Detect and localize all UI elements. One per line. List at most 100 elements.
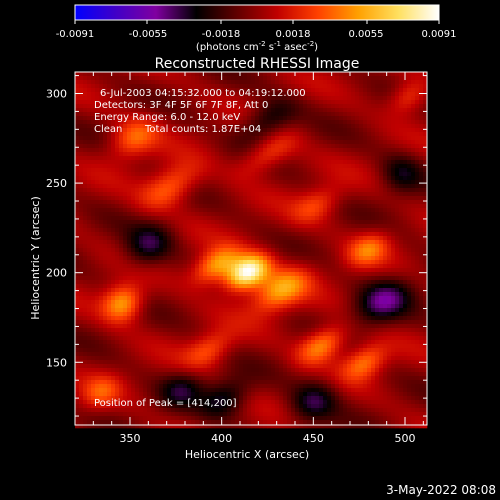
heatmap-cell <box>339 172 344 177</box>
heatmap-cell <box>335 108 340 113</box>
heatmap-cell <box>123 156 128 161</box>
heatmap-cell <box>279 148 284 153</box>
heatmap-cell <box>147 204 152 209</box>
heatmap-cell <box>419 140 424 145</box>
heatmap-cell <box>211 144 216 149</box>
heatmap-cell <box>227 208 232 213</box>
heatmap-cell <box>195 88 200 93</box>
heatmap-cell <box>199 92 204 97</box>
heatmap-cell <box>395 240 400 245</box>
heatmap-cell <box>223 172 228 177</box>
heatmap-cell <box>75 208 80 213</box>
heatmap-cell <box>315 220 320 225</box>
heatmap-cell <box>251 164 256 169</box>
heatmap-cell <box>239 84 244 89</box>
heatmap-cell <box>99 264 104 269</box>
heatmap-cell <box>175 232 180 237</box>
heatmap-cell <box>395 80 400 85</box>
heatmap-cell <box>131 128 136 133</box>
heatmap-cell <box>163 140 168 145</box>
heatmap-cell <box>271 176 276 181</box>
heatmap-cell <box>139 284 144 289</box>
heatmap-cell <box>399 184 404 189</box>
heatmap-cell <box>179 92 184 97</box>
heatmap-cell <box>295 116 300 121</box>
heatmap-cell <box>251 104 256 109</box>
heatmap-cell <box>143 124 148 129</box>
heatmap-cell <box>375 84 380 89</box>
heatmap-cell <box>207 296 212 301</box>
heatmap-cell <box>179 272 184 277</box>
heatmap-cell <box>271 124 276 129</box>
heatmap-cell <box>231 284 236 289</box>
heatmap-cell <box>263 272 268 277</box>
heatmap-cell <box>231 124 236 129</box>
heatmap-cell <box>103 292 108 297</box>
heatmap-cell <box>103 264 108 269</box>
heatmap-cell <box>267 256 272 261</box>
heatmap-cell <box>275 184 280 189</box>
heatmap-cell <box>247 100 252 105</box>
heatmap-cell <box>79 256 84 261</box>
heatmap-cell <box>283 184 288 189</box>
heatmap-cell <box>227 116 232 121</box>
heatmap-cell <box>95 152 100 157</box>
heatmap-cell <box>207 292 212 297</box>
heatmap-cell <box>283 96 288 101</box>
heatmap-cell <box>155 100 160 105</box>
heatmap-cell <box>219 292 224 297</box>
heatmap-cell <box>191 252 196 257</box>
heatmap-cell <box>363 116 368 121</box>
heatmap-cell <box>183 92 188 97</box>
heatmap-cell <box>395 128 400 133</box>
heatmap-cell <box>375 100 380 105</box>
heatmap-cell <box>147 236 152 241</box>
heatmap-cell <box>363 184 368 189</box>
heatmap-cell <box>399 124 404 129</box>
heatmap-cell <box>247 280 252 285</box>
heatmap-cell <box>151 140 156 145</box>
heatmap-cell <box>391 220 396 225</box>
heatmap-cell <box>407 268 412 273</box>
heatmap-cell <box>403 144 408 149</box>
heatmap-cell <box>95 276 100 281</box>
heatmap-cell <box>115 96 120 101</box>
heatmap-cell <box>371 224 376 229</box>
heatmap-cell <box>319 76 324 81</box>
heatmap-cell <box>247 240 252 245</box>
heatmap-cell <box>187 292 192 297</box>
heatmap-cell <box>327 112 332 117</box>
heatmap-cell <box>423 292 428 297</box>
heatmap-cell <box>147 116 152 121</box>
heatmap-cell <box>343 128 348 133</box>
heatmap-cell <box>399 104 404 109</box>
heatmap-cell <box>379 112 384 117</box>
heatmap-cell <box>95 288 100 293</box>
heatmap-cell <box>363 180 368 185</box>
heatmap-cell <box>239 112 244 117</box>
heatmap-cell <box>379 96 384 101</box>
heatmap-cell <box>319 284 324 289</box>
heatmap-cell <box>159 140 164 145</box>
heatmap-cell <box>323 120 328 125</box>
heatmap-cell <box>131 88 136 93</box>
heatmap-cell <box>355 280 360 285</box>
heatmap-cell <box>239 188 244 193</box>
heatmap-cell <box>127 228 132 233</box>
heatmap-cell <box>87 168 92 173</box>
heatmap-cell <box>411 172 416 177</box>
heatmap-cell <box>275 196 280 201</box>
heatmap-cell <box>83 128 88 133</box>
heatmap-cell <box>235 252 240 257</box>
heatmap-cell <box>303 152 308 157</box>
heatmap-cell <box>235 284 240 289</box>
heatmap-cell <box>399 172 404 177</box>
heatmap-cell <box>175 92 180 97</box>
heatmap-cell <box>411 176 416 181</box>
heatmap-cell <box>119 292 124 297</box>
heatmap-cell <box>119 100 124 105</box>
heatmap-cell <box>423 212 428 217</box>
heatmap-cell <box>331 84 336 89</box>
heatmap-cell <box>247 284 252 289</box>
heatmap-cell <box>155 120 160 125</box>
